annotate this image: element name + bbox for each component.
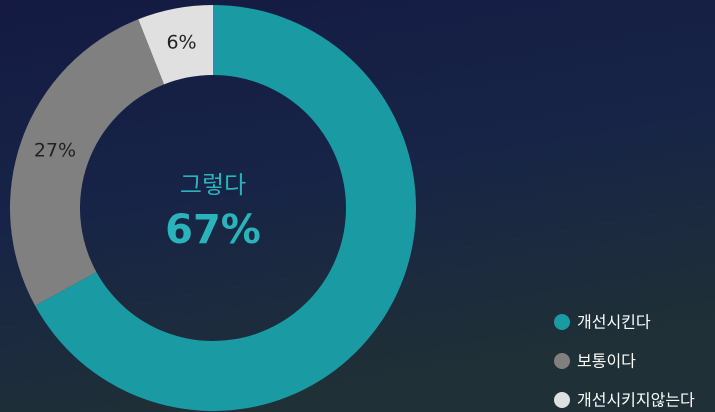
donut-segment: [10, 19, 165, 306]
data-label: 6%: [166, 31, 196, 53]
legend-swatch: [554, 314, 570, 330]
donut-segment: [138, 5, 213, 85]
legend-label: 보통이다: [577, 352, 636, 371]
center-label: 그렇다: [180, 171, 246, 199]
legend-label: 개선시킨다: [577, 313, 651, 332]
legend-swatch: [554, 392, 570, 408]
data-label: 27%: [34, 140, 76, 162]
center-value: 67%: [165, 207, 261, 253]
legend-label: 개선시키지않는다: [577, 391, 695, 410]
donut-segment: [35, 5, 417, 412]
legend-swatch: [554, 353, 570, 369]
